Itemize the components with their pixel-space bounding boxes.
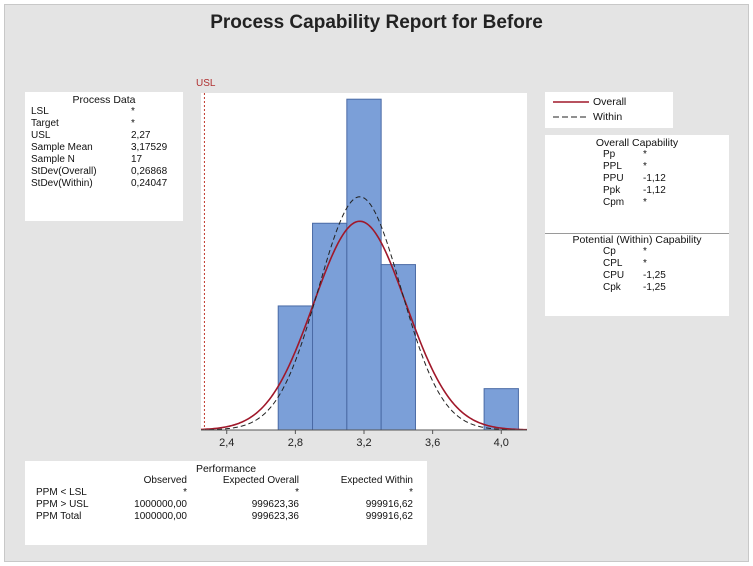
legend-label-within: Within — [593, 111, 623, 123]
table-cell: 999623,36 — [251, 499, 299, 510]
row-value: 2,27 — [131, 130, 151, 141]
capability-divider — [545, 233, 729, 234]
table-cell: * — [295, 487, 299, 498]
row-label: USL — [31, 130, 51, 141]
dashed-line-icon — [553, 116, 589, 118]
row-value: -1,12 — [643, 185, 666, 196]
table-cell: 1000000,00 — [134, 499, 187, 510]
row-label: Cp — [603, 246, 616, 257]
process-data-title: Process Data — [72, 94, 136, 106]
overall-capability-title: Overall Capability — [595, 137, 679, 149]
performance-title: Performance — [195, 463, 257, 475]
x-tick-label: 2,8 — [288, 437, 303, 449]
row-value: * — [643, 258, 647, 269]
capability-row: Cp * — [545, 246, 729, 258]
usl-label: USL — [196, 78, 216, 89]
row-label: LSL — [31, 106, 49, 117]
row-value: * — [643, 197, 647, 208]
row-label: CPU — [603, 270, 625, 281]
within-curve — [200, 196, 528, 431]
row-value: * — [131, 106, 135, 117]
capability-row: PPU -1,12 — [545, 173, 729, 185]
capability-row: Ppk -1,12 — [545, 185, 729, 197]
row-value: -1,12 — [643, 173, 666, 184]
column-header: Expected Within — [340, 475, 413, 486]
row-value: 0,26868 — [131, 166, 168, 177]
process-data-row: Sample N 17 — [25, 154, 183, 166]
row-label: StDev(Within) — [31, 178, 93, 189]
row-label: Cpk — [603, 282, 621, 293]
x-tick-label: 4,0 — [494, 437, 509, 449]
process-data-row: Target * — [25, 118, 183, 130]
x-tick-label: 3,2 — [356, 437, 371, 449]
histogram-bar — [346, 98, 382, 431]
process-data-panel: Process Data LSL * Target * USL 2,27 Sample… — [25, 92, 183, 221]
table-cell: 999916,62 — [365, 499, 413, 510]
row-value: 0,24047 — [131, 178, 168, 189]
table-row: PPM Total 1000000,00 999623,36 999916,62 — [25, 511, 427, 523]
row-label: PPM < LSL — [36, 487, 87, 498]
row-label: CPL — [603, 258, 623, 269]
capability-row: CPU -1,25 — [545, 270, 729, 282]
x-tick-label: 3,6 — [425, 437, 440, 449]
capability-row: Cpk -1,25 — [545, 282, 729, 294]
row-label: Sample N — [31, 154, 75, 165]
capability-row: PPL * — [545, 161, 729, 173]
row-value: 3,17529 — [131, 142, 168, 153]
table-cell: * — [183, 487, 187, 498]
row-value: -1,25 — [643, 282, 666, 293]
row-value: -1,25 — [643, 270, 666, 281]
process-data-row: StDev(Within) 0,24047 — [25, 178, 183, 190]
table-row: PPM > USL 1000000,00 999623,36 999916,62 — [25, 499, 427, 511]
histogram-bar — [380, 264, 416, 431]
capability-row: Pp * — [545, 149, 729, 161]
table-cell: 999916,62 — [365, 511, 413, 522]
process-data-row: Sample Mean 3,17529 — [25, 142, 183, 154]
solid-line-icon — [553, 101, 589, 103]
histogram-bar — [277, 305, 314, 431]
table-cell: 999623,36 — [251, 511, 299, 522]
row-label: StDev(Overall) — [31, 166, 97, 177]
legend-label-overall: Overall — [593, 96, 627, 108]
report-title: Process Capability Report for Before — [210, 12, 543, 33]
row-label: Sample Mean — [31, 142, 93, 153]
row-label: PPM > USL — [36, 499, 89, 510]
column-header: Expected Overall — [222, 475, 299, 486]
performance-header-row: Observed Expected Overall Expected Withi… — [25, 475, 427, 487]
column-header: Observed — [143, 475, 187, 486]
legend-item-within: Within — [545, 110, 673, 125]
row-label: PPL — [603, 161, 622, 172]
row-label: PPM Total — [36, 511, 82, 522]
histogram-bar — [312, 222, 348, 431]
process-data-row: USL 2,27 — [25, 130, 183, 142]
potential-capability-title: Potential (Within) Capability — [572, 234, 702, 246]
histogram-bar — [483, 388, 519, 431]
overall-capability-panel: Overall Capability Pp * PPL * PPU -1,12 Ppk… — [545, 135, 729, 233]
performance-panel: Performance Observed Expected Overall Ex… — [25, 461, 427, 545]
capability-row: CPL * — [545, 258, 729, 270]
table-row: PPM < LSL * * * — [25, 487, 427, 499]
row-label: Cpm — [603, 197, 625, 208]
row-value: * — [643, 246, 647, 257]
capability-row: Cpm * — [545, 197, 729, 209]
legend-item-overall: Overall — [545, 95, 673, 110]
row-value: * — [643, 161, 647, 172]
chart-legend: Overall Within — [545, 92, 673, 128]
row-label: Pp — [603, 149, 616, 160]
process-data-row: StDev(Overall) 0,26868 — [25, 166, 183, 178]
row-value: * — [643, 149, 647, 160]
process-data-row: LSL * — [25, 106, 183, 118]
overall-curve — [200, 220, 528, 431]
row-label: Ppk — [603, 185, 621, 196]
potential-capability-panel: Potential (Within) Capability Cp * CPL * C… — [545, 234, 729, 316]
x-tick-label: 2,4 — [219, 437, 234, 449]
table-cell: 1000000,00 — [134, 511, 187, 522]
row-value: 17 — [131, 154, 143, 165]
row-value: * — [131, 118, 135, 129]
table-cell: * — [409, 487, 413, 498]
row-label: Target — [31, 118, 59, 129]
row-label: PPU — [603, 173, 624, 184]
